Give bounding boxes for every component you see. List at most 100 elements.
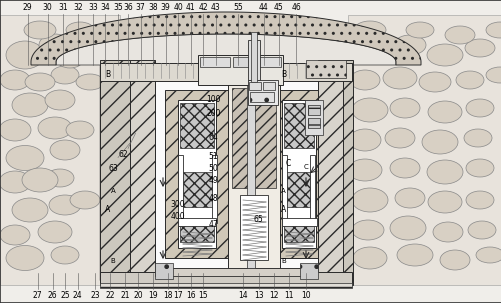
Text: 46: 46 [291,4,301,12]
Ellipse shape [66,22,94,38]
Text: 24: 24 [73,291,83,299]
Ellipse shape [51,66,79,84]
Ellipse shape [24,21,56,39]
Ellipse shape [389,158,419,178]
Ellipse shape [0,70,30,90]
Bar [231,88,276,188]
Text: 65: 65 [253,215,263,224]
Bar [178,155,183,223]
Ellipse shape [45,90,75,110]
Bar [180,224,213,242]
Ellipse shape [426,44,462,66]
Bar [130,60,155,285]
Text: 47: 47 [208,220,218,229]
Bar [239,195,268,260]
Bar [211,155,216,223]
Text: 400: 400 [170,212,185,221]
Ellipse shape [50,140,80,160]
Bar [100,63,351,81]
Text: 43: 43 [210,4,220,12]
Bar [250,32,257,82]
Text: 48: 48 [208,194,218,203]
Bar [165,90,227,258]
Bar [232,57,253,67]
Text: A: A [110,188,115,194]
Text: 12: 12 [269,291,278,299]
Text: 32: 32 [73,4,83,12]
Text: 36: 36 [123,4,133,12]
Text: 22: 22 [106,291,115,299]
Ellipse shape [432,222,462,242]
Text: 26: 26 [48,291,58,299]
Polygon shape [31,12,420,65]
Text: 15: 15 [198,291,208,299]
Polygon shape [56,34,395,65]
Ellipse shape [463,129,491,147]
Ellipse shape [76,74,104,90]
Bar [246,80,255,268]
Ellipse shape [467,221,495,239]
Ellipse shape [0,225,30,245]
Bar [180,103,213,148]
Ellipse shape [393,35,425,55]
Text: 23: 23 [90,291,100,299]
Bar [100,283,351,288]
Text: 18: 18 [163,291,172,299]
Text: 42: 42 [198,4,208,12]
Bar [282,100,315,248]
Bar [155,80,317,268]
Ellipse shape [382,67,416,89]
Bar [247,80,278,105]
Text: 10: 10 [301,291,311,299]
Ellipse shape [348,129,380,151]
Text: 64: 64 [208,133,218,142]
Text: 27: 27 [33,291,43,299]
Text: 55: 55 [233,4,243,12]
Ellipse shape [485,22,501,38]
Bar [178,100,215,248]
Ellipse shape [351,188,387,212]
Text: 200: 200 [206,109,220,118]
Bar [317,60,342,285]
Bar [100,60,351,280]
Bar [282,218,316,226]
Text: 40: 40 [173,4,183,12]
Text: B: B [110,258,115,264]
Bar [284,103,313,148]
Text: 35: 35 [113,4,123,12]
Text: 38: 38 [148,4,158,12]
Bar [308,118,319,128]
Text: B: B [281,70,286,79]
Bar [256,57,281,67]
Text: 16: 16 [185,291,195,299]
Bar [310,155,314,223]
Text: 11: 11 [284,291,293,299]
Bar [247,40,260,80]
Ellipse shape [6,41,44,69]
Bar [282,155,287,223]
Ellipse shape [57,52,83,68]
Text: 62: 62 [118,150,128,159]
Ellipse shape [465,159,493,177]
Bar [342,60,352,285]
Text: 31: 31 [58,4,68,12]
Bar [284,224,313,242]
Ellipse shape [46,169,74,187]
Text: 51: 51 [208,152,218,161]
Bar [306,60,345,78]
Ellipse shape [421,130,457,154]
Ellipse shape [38,221,72,243]
Ellipse shape [22,168,58,192]
Bar [178,218,215,226]
Bar [0,15,120,285]
Text: 21: 21 [121,291,130,299]
Text: 14: 14 [238,291,248,299]
Text: 34: 34 [100,4,110,12]
Ellipse shape [6,145,44,171]
Text: 300: 300 [170,200,185,209]
Ellipse shape [351,220,383,240]
Ellipse shape [6,245,44,271]
Ellipse shape [444,26,474,44]
Text: 30: 30 [43,4,53,12]
Ellipse shape [427,191,461,213]
